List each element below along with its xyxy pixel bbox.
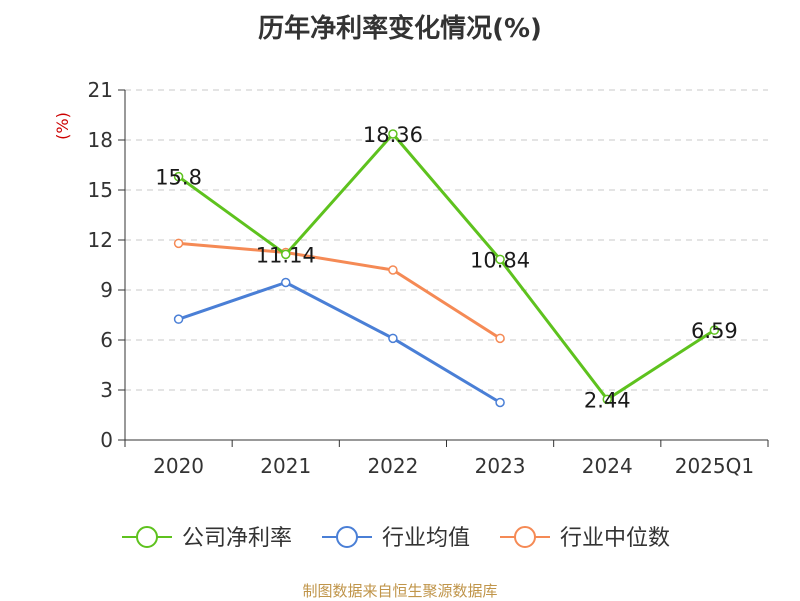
data-point bbox=[281, 249, 291, 260]
data-label: 18.36 bbox=[363, 123, 423, 147]
y-tick-label: 15 bbox=[88, 178, 113, 202]
data-point bbox=[602, 394, 612, 405]
legend-marker bbox=[136, 526, 158, 548]
legend-marker bbox=[514, 526, 536, 548]
data-point bbox=[281, 277, 291, 288]
data-label: 11.14 bbox=[256, 243, 316, 267]
data-label: 10.84 bbox=[470, 248, 530, 272]
x-tick-label: 2024 bbox=[582, 454, 633, 478]
data-point bbox=[495, 397, 505, 408]
grid-lines bbox=[125, 89, 768, 391]
series-line bbox=[178, 241, 501, 340]
series-line bbox=[178, 281, 501, 404]
legend-label: 行业中位数 bbox=[560, 526, 670, 551]
legend-item: 公司净利率 bbox=[122, 526, 292, 551]
data-point bbox=[388, 129, 398, 139]
series-lines bbox=[173, 129, 720, 408]
data-point bbox=[173, 171, 184, 182]
y-tick-label: 18 bbox=[88, 128, 113, 152]
data-point bbox=[388, 333, 398, 344]
data-label: 2.44 bbox=[584, 388, 631, 412]
chart-title: 历年净利率变化情况(%) bbox=[258, 14, 542, 44]
source-note: 制图数据来自恒生聚源数据库 bbox=[302, 582, 498, 600]
data-point bbox=[173, 238, 184, 249]
legend-label: 公司净利率 bbox=[182, 526, 292, 551]
x-tick-label: 2025Q1 bbox=[675, 454, 754, 478]
x-tick-label: 2021 bbox=[260, 454, 311, 478]
legend-label: 行业均值 bbox=[382, 526, 470, 551]
data-point bbox=[495, 333, 505, 344]
y-tick-label: 0 bbox=[100, 428, 113, 452]
data-label: 15.8 bbox=[155, 166, 202, 190]
series-line bbox=[177, 132, 716, 401]
y-tick-label: 3 bbox=[100, 378, 113, 402]
legend-item: 行业中位数 bbox=[500, 526, 670, 551]
data-point bbox=[709, 325, 720, 335]
legend-item: 行业均值 bbox=[322, 526, 470, 551]
data-point bbox=[173, 314, 184, 324]
data-point bbox=[495, 254, 505, 265]
axes: 0 3 6 9 12 15 18 21 2020 2021 2022 2023 2024 2025Q1 bbox=[88, 78, 769, 478]
y-tick-label: 21 bbox=[88, 78, 113, 102]
legend-marker bbox=[336, 526, 358, 548]
y-tick-label: 9 bbox=[100, 278, 113, 302]
y-tick-label: 6 bbox=[100, 328, 113, 352]
x-tick-label: 2023 bbox=[475, 454, 526, 478]
y-axis-label: (%) bbox=[53, 112, 72, 140]
x-tick-label: 2020 bbox=[153, 454, 204, 478]
data-point bbox=[388, 265, 398, 275]
x-tick-label: 2022 bbox=[367, 454, 418, 478]
y-tick-label: 12 bbox=[88, 228, 113, 252]
data-labels: 15.8 11.14 18.36 10.84 2.44 6.59 bbox=[155, 123, 738, 412]
legend: 公司净利率 行业均值 行业中位数 bbox=[122, 526, 670, 551]
data-label: 6.59 bbox=[691, 319, 738, 343]
